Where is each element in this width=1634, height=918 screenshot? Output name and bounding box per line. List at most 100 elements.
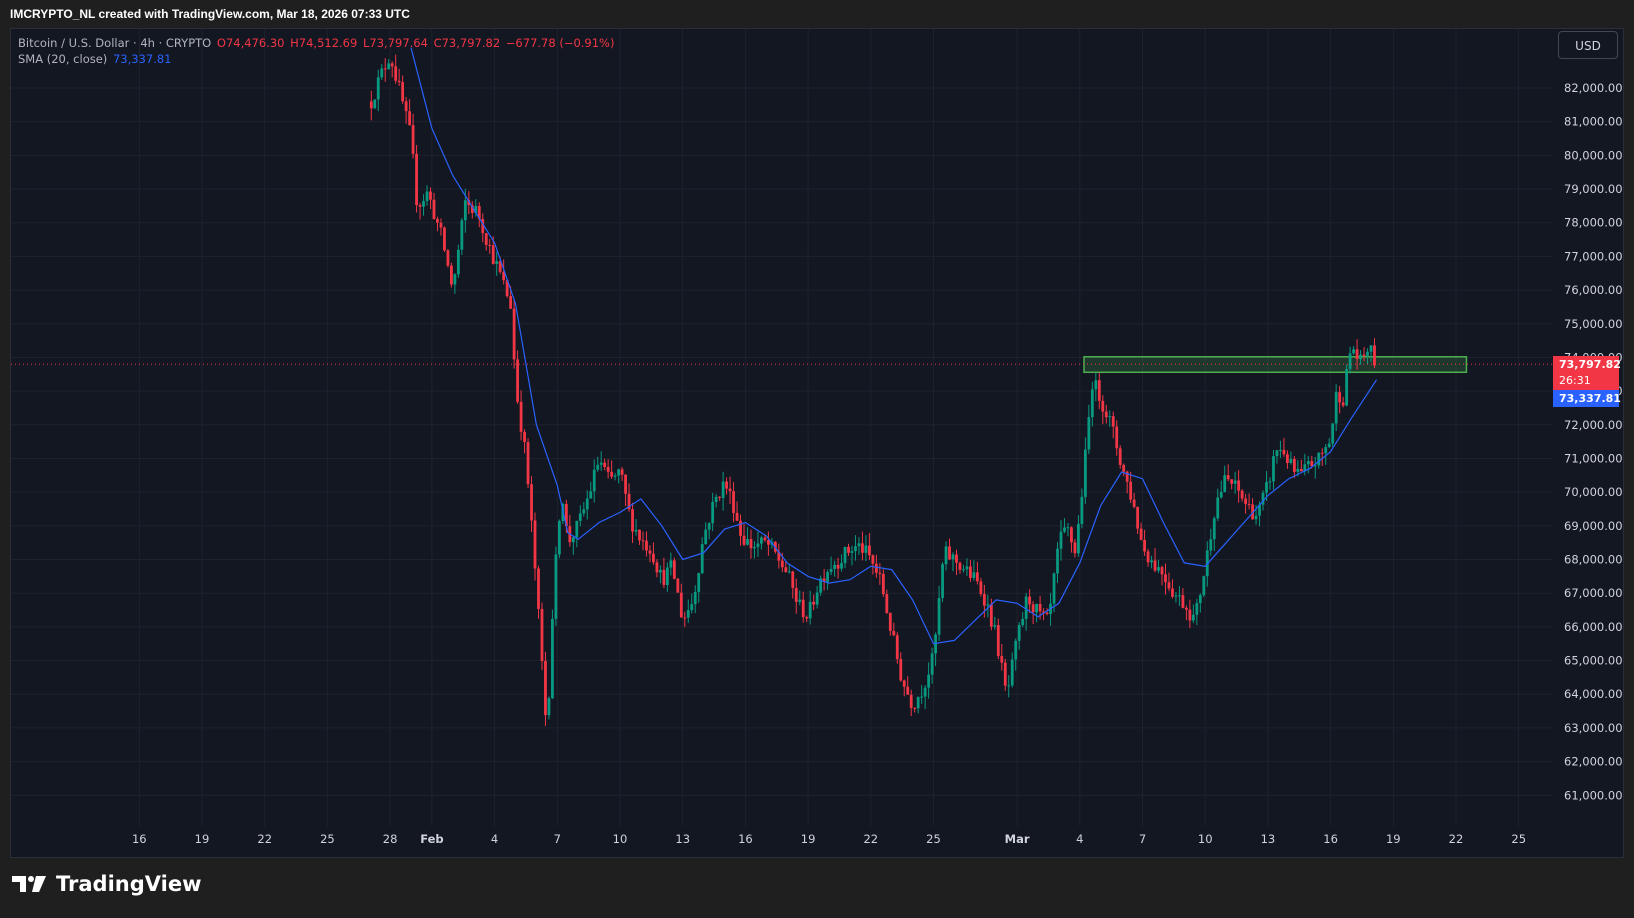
candle-body [1254,515,1258,520]
candle-body [672,560,676,579]
candle-body [982,594,986,606]
candle-body [1320,452,1324,454]
candle-body [390,63,394,67]
candle-body [418,205,422,207]
candle-body [589,491,593,499]
candle-body [376,77,380,100]
price-tick-label: 67,000.00 [1564,586,1623,600]
candle-body [1226,475,1230,480]
candle-body [613,475,617,477]
candle-body [1115,426,1119,449]
candle-body [1059,531,1063,549]
currency-button[interactable]: USD [1558,31,1618,59]
candle-body [864,545,868,553]
price-tick-label: 62,000.00 [1564,755,1623,769]
candle-body [1369,345,1373,352]
time-tick-label: 25 [1511,832,1526,846]
candle-body [1289,458,1293,463]
candle-body [721,481,725,498]
high-value: H74,512.69 [290,36,358,50]
candle-body [798,599,802,602]
candle-body [784,567,788,572]
candle-body [1038,603,1042,612]
candle-body [815,592,819,605]
tradingview-logo[interactable]: TradingView [12,871,201,897]
candle-body [519,401,523,432]
open-value: O74,476.30 [216,36,285,50]
candle-body [1355,349,1359,360]
candle-body [1087,417,1091,450]
candle-body [659,569,662,573]
candle-body [1007,685,1011,687]
candle-body [746,539,749,545]
candle-body [1261,492,1265,505]
candle-body [606,466,610,472]
candle-body [1317,452,1321,466]
candle-body [1338,392,1342,403]
candle-body [690,604,694,611]
close-value: C73,797.82 [433,36,501,50]
candle-body [450,265,453,285]
candle-body [1000,655,1004,663]
chart-area[interactable] [10,28,1624,858]
time-tick-label: 19 [195,832,210,846]
time-tick-label: 7 [554,832,561,846]
candle-body [955,554,958,563]
candle-body [1104,411,1108,418]
candle-body [1334,392,1338,424]
candle-body [460,220,464,250]
candle-body [1129,481,1133,500]
candle-body [662,569,666,585]
candle-body [1108,416,1112,418]
price-tick-label: 77,000.00 [1564,249,1623,263]
candle-body [429,191,432,200]
candle-body [1191,614,1195,621]
candle-body [822,578,826,582]
candle-body [1265,482,1268,493]
candle-body [808,601,812,619]
candle-body [477,206,481,220]
candle-body [826,572,830,582]
sma-price-tag: 73,337.81 [1553,390,1621,408]
candle-body [1010,659,1014,686]
candle-body [369,101,373,109]
candle-body [1348,353,1352,370]
candle-body [641,540,645,542]
candle-body [766,540,770,545]
candle-body [1073,542,1077,554]
candle-body [1139,528,1143,540]
candle-body [805,616,809,619]
footer [0,858,1634,918]
time-tick-label: 19 [1386,832,1401,846]
candle-body [1359,354,1362,360]
candle-body [411,125,415,154]
candle-body [714,496,718,503]
candle-body [1045,612,1049,615]
candle-body [993,625,997,627]
time-tick-label: Mar [1005,832,1030,846]
candle-body [1345,369,1349,406]
sma-label[interactable]: SMA (20, close) [18,52,108,66]
candle-body [787,571,791,573]
price-tick-label: 71,000.00 [1564,451,1623,465]
candle-body [996,625,1000,656]
price-tick-label: 79,000.00 [1564,182,1623,196]
candle-body [557,521,561,555]
candle-body [599,462,603,465]
candle-body [753,546,756,549]
candle-body [631,509,634,532]
candle-body [1230,479,1234,484]
symbol-label[interactable]: Bitcoin / U.S. Dollar · 4h · CRYPTO [18,36,212,50]
candle-body [1268,481,1272,483]
candle-body [596,464,600,470]
candle-body [735,512,739,521]
time-tick-label: 4 [491,832,498,846]
candle-body [868,545,871,556]
candle-body [916,696,920,709]
candle-body [1223,475,1227,492]
price-tick-label: 66,000.00 [1564,620,1623,634]
candle-body [645,540,648,551]
time-tick-label: 16 [738,832,753,846]
candle-body [693,591,697,605]
